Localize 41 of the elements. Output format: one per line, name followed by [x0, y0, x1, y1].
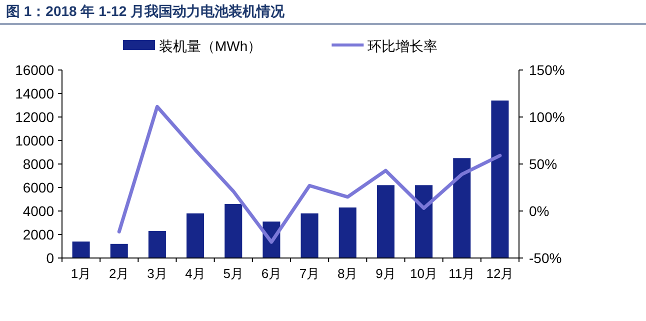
y-tick-label: 6000: [22, 180, 54, 196]
y2-tick-label: 100%: [529, 109, 565, 125]
y2-tick-label: 150%: [529, 62, 565, 78]
x-tick-label: 2月: [109, 266, 130, 281]
x-tick-label: 7月: [299, 266, 320, 281]
y-tick-label: 8000: [22, 156, 54, 172]
x-tick-label: 12月: [486, 266, 514, 281]
y-tick-label: 4000: [22, 203, 54, 219]
bar: [148, 230, 166, 258]
x-tick-label: 5月: [223, 266, 244, 281]
bar: [224, 204, 242, 258]
y-tick-label: 10000: [15, 132, 54, 148]
bar: [186, 213, 204, 258]
x-tick-label: 3月: [147, 266, 168, 281]
legend-label: 装机量（MWh）: [159, 38, 262, 54]
y-tick-label: 2000: [22, 226, 54, 242]
y2-tick-label: 50%: [529, 156, 558, 172]
bar: [415, 185, 433, 258]
bar: [338, 207, 356, 258]
bar: [376, 185, 394, 258]
bar: [453, 158, 471, 258]
line-series: [117, 104, 502, 244]
y-tick-label: 12000: [15, 109, 54, 125]
y2-tick-label: 0%: [529, 203, 550, 219]
y2-tick-label: -50%: [529, 250, 562, 266]
y-tick-label: 16000: [15, 62, 54, 78]
x-tick-label: 4月: [185, 266, 206, 281]
y-tick-label: 14000: [15, 86, 54, 102]
bar: [300, 213, 318, 258]
bar: [491, 100, 509, 258]
legend-label: 环比增长率: [368, 38, 438, 54]
bar: [72, 242, 90, 258]
y-tick-label: 0: [46, 250, 54, 266]
x-tick-label: 11月: [448, 266, 476, 281]
chart-title: 图 1：2018 年 1-12 月我国动力电池装机情况: [6, 3, 286, 19]
x-tick-label: 8月: [338, 266, 358, 281]
x-tick-label: 9月: [376, 266, 396, 281]
bar: [110, 244, 128, 258]
x-tick-label: 6月: [261, 266, 282, 281]
x-tick-label: 10月: [410, 266, 438, 281]
x-tick-label: 1月: [70, 266, 92, 281]
